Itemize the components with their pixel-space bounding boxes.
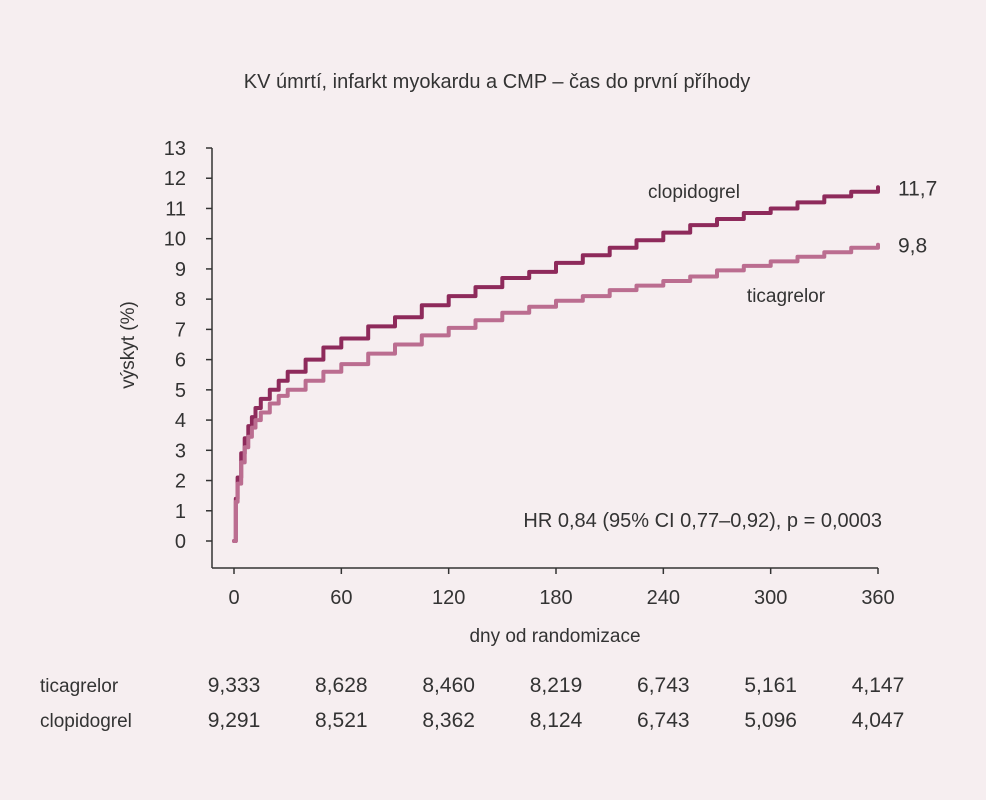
y-tick-label: 8 <box>175 289 186 311</box>
risk-cell: 8,362 <box>422 709 475 732</box>
y-tick-label: 9 <box>175 259 186 281</box>
risk-cell: 4,047 <box>852 709 905 732</box>
x-tick-label: 0 <box>228 587 239 609</box>
y-tick-label: 7 <box>175 319 186 341</box>
series-end-value-clopidogrel: 11,7 <box>898 177 937 200</box>
series-lines <box>232 185 880 543</box>
risk-cell: 9,333 <box>208 674 261 697</box>
y-tick-label: 5 <box>175 380 186 402</box>
risk-cell: 4,147 <box>852 674 905 697</box>
y-tick-label: 1 <box>175 501 186 523</box>
x-tick-label: 180 <box>539 587 572 609</box>
y-tick-label: 2 <box>175 471 186 493</box>
x-tick-label: 120 <box>432 587 465 609</box>
x-tick-label: 240 <box>647 587 680 609</box>
series-label-clopidogrel: clopidogrel <box>648 182 740 203</box>
risk-cell: 6,743 <box>637 674 690 697</box>
risk-cell: 5,161 <box>744 674 797 697</box>
numbers-at-risk-table: ticagrelor 9,333 8,628 8,460 8,219 6,743 5,161… <box>40 674 904 732</box>
risk-row-label-ticagrelor: ticagrelor <box>40 676 119 697</box>
hazard-ratio-annotation: HR 0,84 (95% CI 0,77–0,92), p = 0,0003 <box>523 510 882 532</box>
x-tick-label: 360 <box>861 587 894 609</box>
y-tick-label: 4 <box>175 410 186 432</box>
risk-cell: 8,460 <box>422 674 475 697</box>
y-tick-label: 12 <box>164 168 186 190</box>
chart-title: KV úmrtí, infarkt myokardu a CMP – čas d… <box>244 71 751 93</box>
y-tick-label: 0 <box>175 531 186 553</box>
y-tick-label: 13 <box>164 138 186 160</box>
risk-cell: 8,219 <box>530 674 583 697</box>
risk-cell: 8,521 <box>315 709 368 732</box>
series-line-clopidogrel <box>232 185 880 543</box>
series-label-ticagrelor: ticagrelor <box>747 286 826 307</box>
y-tick-label: 10 <box>164 229 186 251</box>
x-tick-label: 60 <box>330 587 352 609</box>
risk-cell: 8,628 <box>315 674 368 697</box>
x-axis-label: dny od randomizace <box>469 626 640 647</box>
y-axis-label: výskyt (%) <box>118 301 139 389</box>
x-ticks: 0 60 120 180 240 300 360 <box>228 568 895 609</box>
series-end-value-ticagrelor: 9,8 <box>898 235 927 258</box>
series-line-ticagrelor <box>232 242 880 543</box>
series-labels: 11,7 9,8 clopidogrel ticagrelor <box>648 177 937 307</box>
y-tick-label: 3 <box>175 440 186 462</box>
y-tick-label: 6 <box>175 350 186 372</box>
risk-row-label-clopidogrel: clopidogrel <box>40 711 132 732</box>
risk-cell: 6,743 <box>637 709 690 732</box>
x-tick-label: 300 <box>754 587 787 609</box>
risk-cell: 9,291 <box>208 709 261 732</box>
risk-cell: 8,124 <box>530 709 583 732</box>
y-tick-label: 11 <box>165 198 186 220</box>
risk-cell: 5,096 <box>744 709 797 732</box>
